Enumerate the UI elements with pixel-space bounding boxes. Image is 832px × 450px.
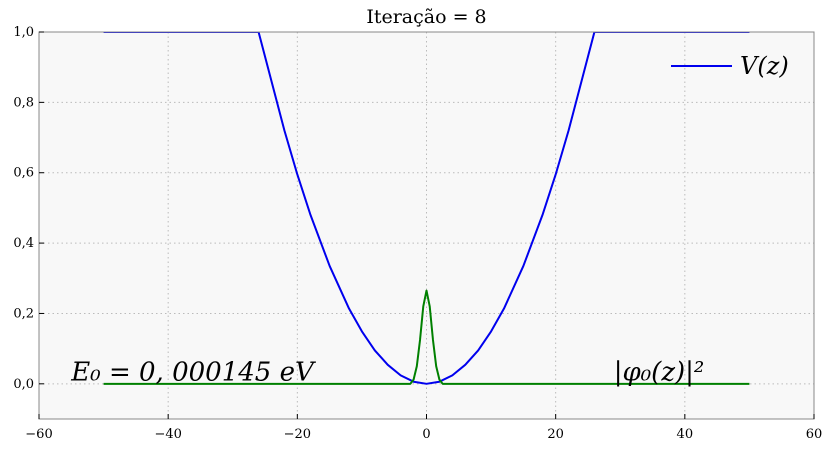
y-tick-label: 0,2 (13, 306, 34, 321)
y-tick-label: 0,0 (13, 377, 34, 392)
series-line-phi-squared (103, 289, 750, 385)
x-tick-label: −20 (284, 427, 311, 442)
x-tick-label: −40 (154, 427, 181, 442)
x-tick-label: 20 (547, 427, 564, 442)
legend-label-vz: V(z) (740, 52, 789, 80)
legend: V(z) (671, 52, 789, 80)
x-tick-label: 40 (677, 427, 694, 442)
energy-annotation: E₀ = 0, 000145 eV (70, 357, 316, 387)
y-tick-label: 0,8 (13, 95, 34, 110)
x-tick-label: 60 (806, 427, 823, 442)
x-tick-label: −60 (25, 427, 52, 442)
series-layer (103, 32, 750, 385)
y-tick-label: 1,0 (13, 25, 34, 40)
series-line-vz (103, 32, 750, 385)
y-tick-label: 0,6 (13, 166, 34, 181)
wavefunction-annotation: |φ₀(z)|² (614, 357, 705, 387)
chart-title: Iteração = 8 (366, 6, 486, 28)
y-tick-label: 0,4 (13, 236, 34, 251)
ticks: −60 −40 −20 0 20 40 60 0,0 0,2 0,4 0,6 0,8 1,0 (13, 25, 822, 442)
x-tick-label: 0 (422, 427, 430, 442)
